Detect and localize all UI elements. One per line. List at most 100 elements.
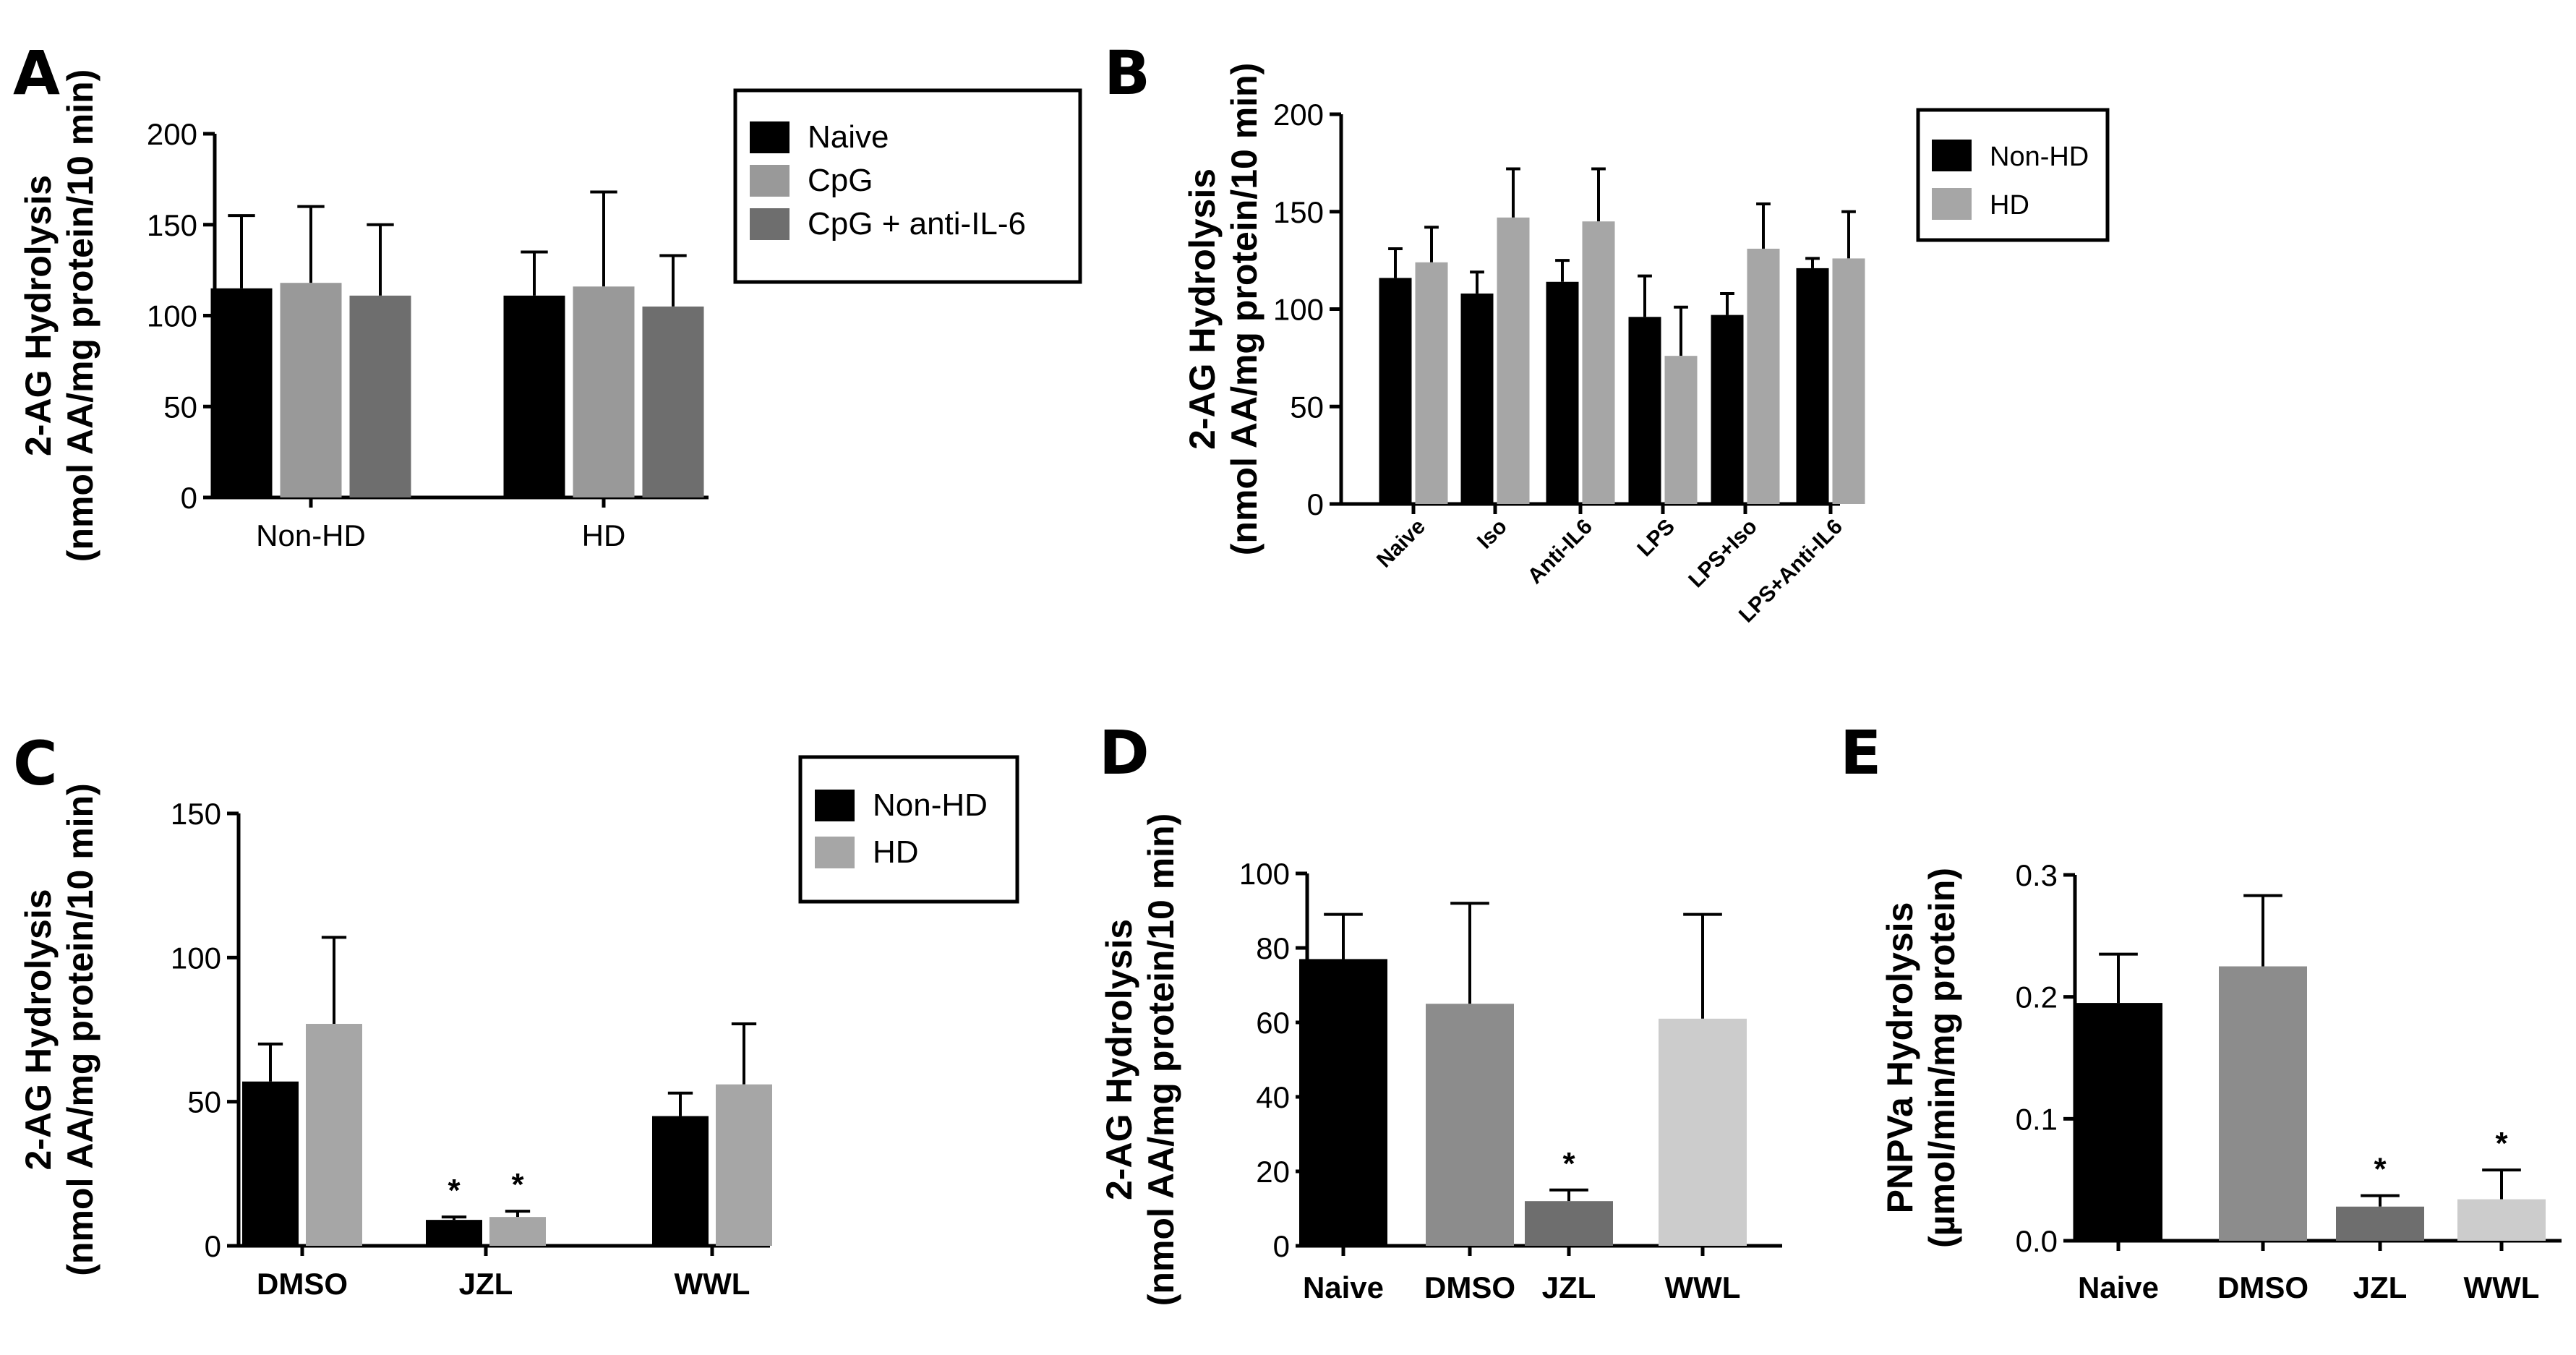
- y-tick-label: 200: [147, 117, 197, 151]
- y-axis-label-line1: 2-AG Hydrolysis: [1099, 919, 1139, 1200]
- y-tick-label: 150: [147, 208, 197, 242]
- panel-letter: D: [1099, 717, 1150, 788]
- y-tick-label: 40: [1256, 1080, 1290, 1114]
- bar: [2074, 1003, 2162, 1241]
- y-axis-label-line2: (nmol AA/mg protein/10 min): [1141, 813, 1181, 1307]
- y-tick-label: 100: [171, 941, 221, 975]
- x-tick-label: LPS: [1633, 515, 1679, 562]
- legend-swatch: [1932, 140, 1972, 171]
- legend-box: [798, 755, 1019, 904]
- y-tick-label: 150: [1273, 195, 1324, 229]
- bar: [1415, 262, 1448, 504]
- x-tick-label-group: LPS: [1633, 515, 1679, 562]
- bar: [489, 1217, 546, 1246]
- x-tick-label: Non-HD: [256, 518, 366, 552]
- panel-c: C2-AG Hydrolysis (nmol AA/mg protein/10 m…: [13, 728, 1019, 1301]
- significance-star: *: [511, 1167, 524, 1202]
- significance-star: *: [2374, 1152, 2387, 1187]
- bar: [1497, 217, 1530, 504]
- bar: [1379, 278, 1412, 504]
- bar: [1460, 293, 1494, 504]
- x-tick-label: Anti-IL6: [1523, 515, 1597, 589]
- bar: [242, 1081, 299, 1246]
- panel-a: A2-AG Hydrolysis (nmol AA/mg protein/10 m…: [13, 38, 1082, 563]
- y-tick-label: 0: [1307, 487, 1324, 521]
- y-tick-label: 0: [181, 481, 197, 515]
- bar: [426, 1220, 482, 1246]
- legend-label: Naive: [808, 119, 889, 155]
- x-tick-label: DMSO: [257, 1267, 348, 1301]
- x-tick-label: WWL: [2464, 1270, 2540, 1304]
- y-tick-label: 100: [147, 299, 197, 333]
- y-tick-label: 0.3: [2016, 858, 2058, 892]
- y-tick-label: 0.1: [2016, 1102, 2058, 1136]
- bar: [1299, 959, 1387, 1246]
- x-tick-label: JZL: [459, 1267, 513, 1301]
- bar: [503, 295, 565, 497]
- legend-label: CpG + anti-IL-6: [808, 206, 1026, 241]
- y-axis-label-line2: (µmol/min/mg protein): [1922, 868, 1962, 1248]
- y-axis-label-line2: (nmol AA/mg protein/10 min): [1224, 63, 1265, 556]
- y-tick-label: 50: [163, 390, 197, 424]
- panel-d: D 2-AG Hydrolysis (nmol AA/mg protein/10 m…: [1099, 717, 1782, 1306]
- y-tick-label: 50: [1290, 390, 1324, 424]
- y-tick-label: 200: [1273, 98, 1324, 132]
- legend-swatch: [750, 165, 790, 197]
- y-tick-label: 0: [205, 1229, 221, 1263]
- bar: [1664, 356, 1698, 504]
- x-tick-label-group: Iso: [1473, 515, 1512, 554]
- bar: [280, 283, 342, 497]
- y-axis-label-line1: 2-AG Hydrolysis: [18, 175, 59, 456]
- y-tick-label: 20: [1256, 1155, 1290, 1189]
- y-axis-label-line1: 2-AG Hydrolysis: [18, 889, 59, 1170]
- x-tick-label: WWL: [675, 1267, 750, 1301]
- x-tick-label-group: Naive: [1372, 515, 1430, 573]
- y-axis-label-line1: 2-AG Hydrolysis: [1182, 168, 1223, 450]
- bar: [1659, 1018, 1747, 1246]
- legend-label: HD: [873, 834, 919, 870]
- y-tick-label: 0.0: [2016, 1224, 2058, 1258]
- bar: [1546, 281, 1579, 504]
- x-tick-label-group: LPS+Iso: [1684, 515, 1762, 593]
- legend-box: [733, 88, 1082, 284]
- legend-swatch: [815, 790, 855, 821]
- y-tick-label: 50: [187, 1085, 221, 1119]
- y-tick-label: 150: [171, 797, 221, 831]
- y-axis-label: 2-AG Hydrolysis (nmol AA/mg protein/10 mi…: [1182, 63, 1265, 556]
- bar: [1796, 268, 1829, 504]
- y-tick-label: 0.2: [2016, 980, 2058, 1014]
- x-tick-label: Naive: [2078, 1270, 2159, 1304]
- legend-swatch: [750, 121, 790, 153]
- significance-star: *: [1562, 1146, 1575, 1181]
- x-tick-label: DMSO: [1424, 1270, 1515, 1304]
- y-tick-label: 0: [1273, 1229, 1290, 1263]
- bar: [1525, 1201, 1613, 1246]
- x-tick-label: LPS+Iso: [1684, 515, 1762, 593]
- legend-swatch: [1932, 188, 1972, 220]
- y-axis-label-line1: PNPVa Hydrolysis: [1880, 902, 1920, 1214]
- legend-swatch: [750, 208, 790, 240]
- x-tick-label: HD: [582, 518, 626, 552]
- bar: [210, 288, 273, 497]
- y-tick-label: 100: [1273, 293, 1324, 327]
- bar: [2457, 1199, 2546, 1241]
- x-tick-label: JZL: [2353, 1270, 2408, 1304]
- y-axis-label: 2-AG Hydrolysis (nmol AA/mg protein/10 mi…: [18, 69, 100, 563]
- x-tick-label: DMSO: [2217, 1270, 2308, 1304]
- bar: [2219, 966, 2307, 1241]
- bar: [1426, 1004, 1514, 1246]
- legend-box: [1916, 108, 2110, 242]
- bar: [1747, 248, 1780, 504]
- y-tick-label: 60: [1256, 1006, 1290, 1040]
- bar: [349, 295, 411, 497]
- x-tick-label: Naive: [1303, 1270, 1384, 1304]
- x-tick-label-group: Anti-IL6: [1523, 515, 1597, 589]
- legend-label: CpG: [808, 163, 873, 198]
- bar: [1628, 317, 1661, 504]
- significance-star: *: [448, 1173, 461, 1208]
- x-tick-label: JZL: [1542, 1270, 1596, 1304]
- x-tick-label: Iso: [1473, 515, 1512, 554]
- legend-label: Non-HD: [873, 787, 988, 823]
- significance-star: *: [2495, 1126, 2508, 1161]
